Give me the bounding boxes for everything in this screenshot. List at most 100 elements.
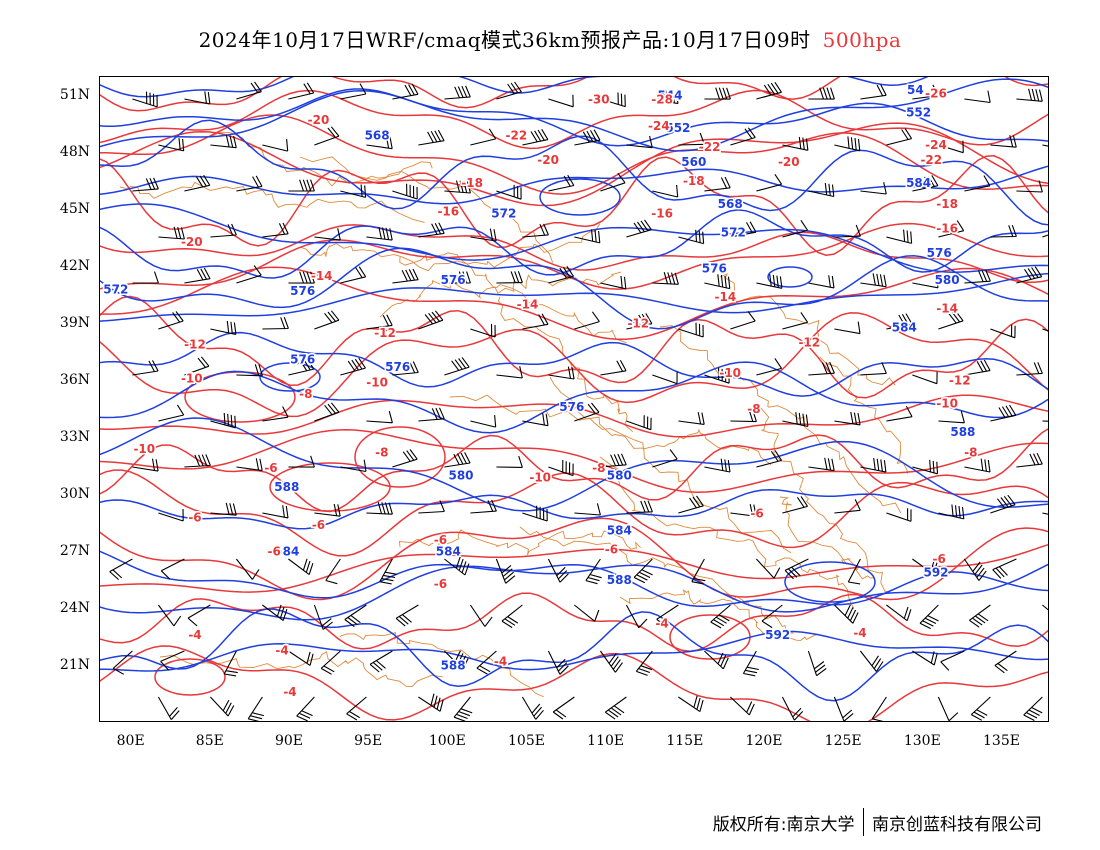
- lat-tick-label: 39N: [59, 315, 90, 331]
- geopotential-label: 576: [385, 360, 410, 374]
- wind-barb: [313, 604, 333, 630]
- wind-barb: [418, 129, 445, 146]
- geopotential-contour: [100, 209, 1048, 279]
- wind-barb: [548, 94, 574, 108]
- wind-barb: [652, 449, 678, 468]
- wind-barb: [496, 271, 523, 284]
- lat-tick-label: 30N: [59, 486, 90, 502]
- wind-barb: [964, 90, 991, 104]
- wind-barb: [1042, 234, 1048, 238]
- wind-barb: [552, 696, 575, 720]
- wind-barb: [574, 229, 601, 244]
- wind-barb: [678, 695, 704, 713]
- temperature-label: -20: [537, 153, 559, 167]
- geopotential-contour: [100, 563, 1048, 621]
- wind-barb: [963, 558, 987, 581]
- wind-barb: [626, 415, 652, 431]
- temperature-label: -16: [936, 222, 958, 236]
- wind-barb: [236, 265, 262, 284]
- wind-barb: [132, 271, 159, 284]
- wind-barb: [132, 177, 159, 192]
- wind-barb: [626, 219, 652, 238]
- wind-barb: [574, 604, 600, 622]
- wind-barb: [236, 458, 263, 472]
- geopotential-label: 592: [923, 565, 948, 579]
- temperature-label: -24: [648, 119, 670, 133]
- temperature-label: -6: [188, 510, 201, 524]
- wind-barb: [782, 312, 809, 330]
- wind-barb: [521, 696, 544, 720]
- wind-barb: [656, 604, 679, 628]
- wind-barb: [522, 223, 549, 238]
- lat-tick-label: 36N: [59, 372, 90, 388]
- wind-barb: [730, 127, 756, 146]
- geopotential-label: 572: [721, 225, 746, 239]
- temperature-label: -24: [925, 138, 947, 152]
- wind-barb: [262, 222, 289, 238]
- wind-barb: [691, 558, 706, 585]
- wind-barb: [781, 696, 804, 721]
- wind-barb: [444, 452, 471, 468]
- wind-barb: [808, 182, 835, 198]
- lon-tick-label: 100E: [428, 733, 466, 749]
- wind-barb: [756, 81, 782, 100]
- wind-barb: [366, 502, 393, 515]
- wind-barb: [340, 459, 367, 473]
- geopotential-contour: [100, 78, 1048, 152]
- wind-barb: [160, 650, 185, 671]
- temperature-label: -6: [434, 577, 447, 591]
- wind-barb: [938, 504, 965, 520]
- temperature-label: -18: [936, 197, 958, 211]
- temperature-label: -30: [588, 92, 610, 106]
- wind-barb: [886, 405, 913, 422]
- temperature-contour: [100, 645, 1048, 721]
- wind-barb: [1042, 420, 1048, 422]
- wind-barb: [782, 412, 809, 427]
- boundary-line: [599, 456, 855, 610]
- wind-barb: [633, 558, 653, 584]
- boundary-line: [779, 496, 875, 580]
- wind-barb: [970, 696, 991, 721]
- lon-tick-label: 110E: [587, 733, 625, 749]
- wind-barb: [808, 87, 835, 100]
- temperature-label: -8: [964, 446, 977, 460]
- wind-barb: [912, 650, 938, 666]
- temperature-label: -10: [133, 442, 155, 456]
- temperature-contour: [100, 428, 1048, 513]
- wind-barb: [678, 412, 705, 425]
- wind-barb: [262, 406, 289, 422]
- wind-barb: [704, 650, 729, 670]
- geopotential-label: 588: [607, 573, 632, 587]
- wind-barb: [761, 604, 783, 629]
- wind-barb: [132, 91, 158, 108]
- temperature-label: -4: [275, 643, 288, 657]
- wind-barb: [288, 358, 315, 376]
- boundary-line: [497, 296, 633, 432]
- temperature-label: -8: [299, 387, 312, 401]
- wind-barb: [340, 184, 367, 198]
- wind-barb: [834, 321, 861, 335]
- wind-barb: [344, 604, 367, 628]
- wind-barb: [600, 453, 627, 468]
- lat-tick-label: 27N: [59, 543, 90, 559]
- wind-barb: [1016, 452, 1043, 468]
- temperature-label: -22: [506, 128, 528, 142]
- temperature-closed-contour: [269, 462, 391, 512]
- wind-barb: [678, 495, 704, 514]
- lon-tick-label: 95E: [354, 733, 383, 749]
- wind-barb: [184, 454, 211, 468]
- wind-barb: [730, 409, 757, 423]
- footer-credits: 版权所有:南京大学 南京创蓝科技有限公司: [713, 808, 1042, 836]
- geopotential-label: 580: [607, 469, 632, 483]
- wind-barb: [574, 311, 600, 330]
- wind-barb: [209, 696, 235, 717]
- wind-barb: [132, 360, 159, 376]
- temperature-label: -18: [461, 176, 483, 190]
- temperature-closed-contour: [354, 426, 446, 488]
- boundary-line: [659, 325, 902, 514]
- wind-barb: [860, 182, 887, 195]
- wind-barb: [834, 224, 861, 238]
- wind-barb: [444, 180, 471, 194]
- wind-barb: [325, 558, 341, 585]
- wind-barb: [1016, 180, 1043, 193]
